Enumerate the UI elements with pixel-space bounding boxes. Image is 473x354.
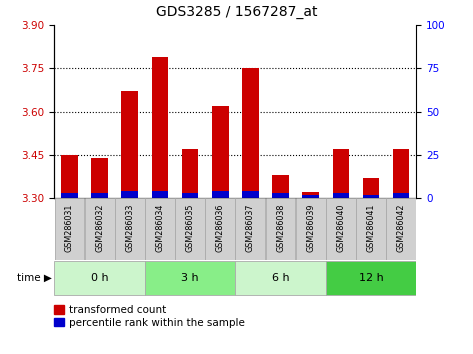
- Text: GSM286033: GSM286033: [125, 204, 134, 252]
- Bar: [122, 91, 138, 191]
- Text: 6 h: 6 h: [272, 273, 289, 283]
- Text: GSM286031: GSM286031: [65, 204, 74, 252]
- Bar: [302, 195, 319, 198]
- FancyBboxPatch shape: [356, 198, 386, 260]
- Text: GSM286041: GSM286041: [367, 204, 376, 252]
- Bar: [242, 191, 259, 198]
- Text: GSM286039: GSM286039: [306, 204, 315, 252]
- FancyBboxPatch shape: [175, 198, 205, 260]
- Text: GDS3285 / 1567287_at: GDS3285 / 1567287_at: [156, 5, 317, 19]
- Bar: [242, 68, 259, 191]
- Text: 12 h: 12 h: [359, 273, 384, 283]
- Bar: [363, 195, 379, 198]
- Bar: [182, 193, 198, 198]
- Bar: [212, 191, 228, 198]
- Text: GSM286035: GSM286035: [185, 204, 194, 252]
- FancyBboxPatch shape: [236, 198, 265, 260]
- FancyBboxPatch shape: [205, 198, 235, 260]
- FancyBboxPatch shape: [266, 198, 296, 260]
- Bar: [393, 193, 410, 198]
- Bar: [182, 149, 198, 193]
- Bar: [61, 155, 78, 193]
- Text: GSM286040: GSM286040: [336, 204, 345, 252]
- Text: 0 h: 0 h: [91, 273, 108, 283]
- Bar: [272, 193, 289, 198]
- Text: time ▶: time ▶: [17, 273, 52, 283]
- FancyBboxPatch shape: [326, 261, 416, 295]
- Bar: [272, 175, 289, 193]
- Bar: [212, 106, 228, 191]
- FancyBboxPatch shape: [145, 198, 175, 260]
- Bar: [302, 193, 319, 195]
- FancyBboxPatch shape: [85, 198, 114, 260]
- Text: GSM286038: GSM286038: [276, 204, 285, 252]
- FancyBboxPatch shape: [54, 261, 145, 295]
- Text: GSM286036: GSM286036: [216, 204, 225, 252]
- Text: GSM286034: GSM286034: [156, 204, 165, 252]
- FancyBboxPatch shape: [235, 261, 326, 295]
- Bar: [61, 193, 78, 198]
- Text: GSM286037: GSM286037: [246, 204, 255, 252]
- FancyBboxPatch shape: [326, 198, 356, 260]
- FancyBboxPatch shape: [115, 198, 145, 260]
- Bar: [333, 149, 349, 193]
- Legend: transformed count, percentile rank within the sample: transformed count, percentile rank withi…: [50, 301, 249, 332]
- FancyBboxPatch shape: [54, 198, 84, 260]
- Bar: [363, 178, 379, 195]
- Bar: [91, 158, 108, 193]
- Bar: [122, 191, 138, 198]
- Text: GSM286042: GSM286042: [397, 204, 406, 252]
- Bar: [393, 149, 410, 193]
- Text: GSM286032: GSM286032: [95, 204, 104, 252]
- Text: 3 h: 3 h: [181, 273, 199, 283]
- Bar: [152, 191, 168, 198]
- FancyBboxPatch shape: [386, 198, 416, 260]
- Bar: [152, 57, 168, 191]
- Bar: [333, 193, 349, 198]
- FancyBboxPatch shape: [145, 261, 235, 295]
- FancyBboxPatch shape: [296, 198, 325, 260]
- Bar: [91, 193, 108, 198]
